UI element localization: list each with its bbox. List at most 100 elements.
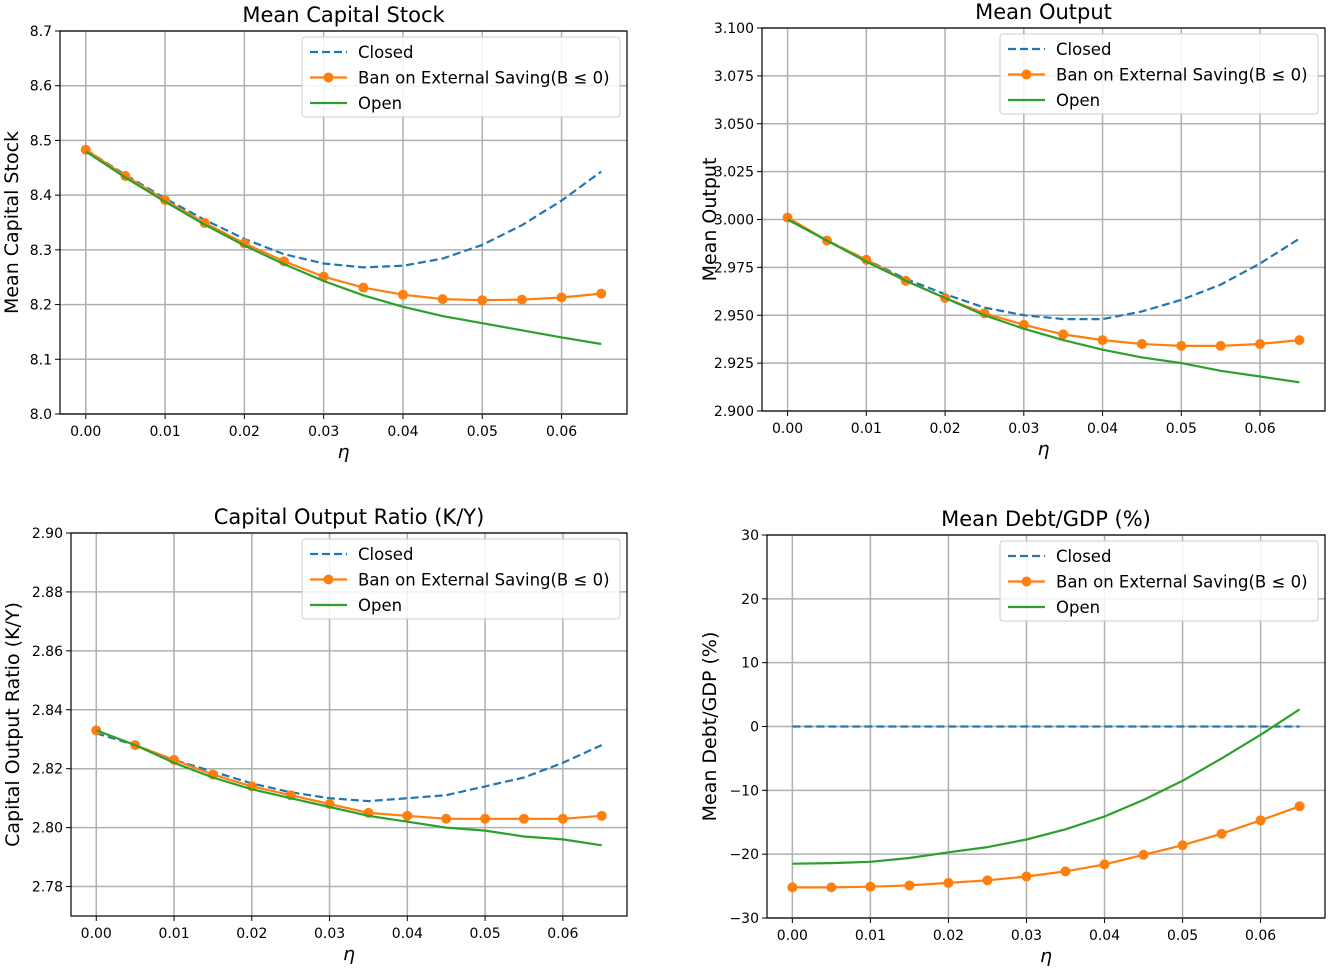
data-point	[557, 813, 568, 824]
x-tick-label: 0.00	[81, 926, 112, 942]
legend-label: Closed	[1056, 40, 1111, 59]
y-tick-label: 2.80	[32, 821, 63, 837]
y-tick-label: 8.3	[30, 243, 52, 259]
legend-label: Ban on External Saving(B ≤ 0)	[1056, 573, 1308, 592]
data-point	[397, 289, 408, 300]
data-point	[91, 725, 102, 736]
y-tick-label: 8.1	[30, 352, 52, 368]
legend-box	[999, 540, 1319, 622]
data-point	[1058, 329, 1069, 340]
legend-label: Ban on External Saving(B ≤ 0)	[358, 571, 610, 590]
chart-title: Capital Output Ratio (K/Y)	[214, 505, 485, 529]
data-point	[477, 295, 488, 306]
legend-label: Ban on External Saving(B ≤ 0)	[1056, 66, 1308, 85]
legend-label: Ban on External Saving(B ≤ 0)	[358, 69, 610, 88]
x-tick-label: 0.03	[1008, 421, 1039, 437]
plot-frame	[70, 532, 628, 917]
x-tick-label: 0.03	[1011, 928, 1042, 944]
x-tick-label: 0.03	[308, 424, 339, 440]
legend-label: Open	[358, 94, 402, 113]
y-tick-label: 2.86	[32, 644, 63, 660]
plot-frame	[59, 30, 628, 415]
x-axis-label: η	[1040, 945, 1052, 967]
legend-label: Closed	[1056, 547, 1111, 566]
data-point	[982, 875, 993, 886]
data-point	[596, 810, 607, 821]
x-tick-label: 0.00	[777, 928, 808, 944]
data-point	[1097, 335, 1108, 346]
x-tick-label: 0.03	[314, 926, 345, 942]
chart-mean-output: 0.00 0.01 0.02 0.03 0.04 0.05 0.06 2.900 2.925 2.…	[699, 0, 1326, 460]
data-point	[1255, 815, 1266, 826]
x-tick-label: 0.06	[1245, 928, 1276, 944]
legend-label: Open	[1056, 598, 1100, 617]
y-tick-label: 3.075	[714, 69, 754, 85]
data-point	[480, 813, 491, 824]
y-tick-label: 2.975	[714, 260, 754, 276]
legend: Closed Ban on External Saving(B ≤ 0) Open	[999, 33, 1319, 115]
series-line-open	[792, 708, 1301, 865]
chart-title: Mean Output	[975, 0, 1112, 24]
x-tick-label: 0.05	[1167, 928, 1198, 944]
y-tick-label: 2.900	[714, 404, 754, 420]
y-tick-label: 8.5	[30, 133, 52, 149]
chart-title: Mean Debt/GDP (%)	[941, 507, 1151, 531]
y-axis-label: Mean Capital Stock	[1, 131, 23, 314]
y-tick-label: 3.025	[714, 165, 754, 181]
data-point	[516, 294, 527, 305]
y-tick-label: 2.90	[32, 526, 63, 542]
series-line-open	[95, 729, 602, 847]
x-tick-label: 0.01	[149, 424, 180, 440]
y-tick-label: 20	[741, 592, 759, 608]
y-tick-label: 0	[750, 720, 759, 736]
data-point	[865, 881, 876, 892]
legend-marker	[323, 574, 334, 585]
legend-label: Open	[358, 596, 402, 615]
data-point	[358, 282, 369, 293]
x-tick-label: 0.01	[855, 928, 886, 944]
chart-mean-debt-gdp: 0.00 0.01 0.02 0.03 0.04 0.05 0.06 −30 −20 −10 0 10…	[699, 507, 1326, 967]
series-line-ban-on-external-saving	[85, 148, 602, 302]
data-point	[1177, 840, 1188, 851]
y-tick-label: 2.925	[714, 356, 754, 372]
data-point	[1060, 866, 1071, 877]
y-tick-label: 2.950	[714, 308, 754, 324]
x-tick-label: 0.00	[70, 424, 101, 440]
series-line-closed	[95, 732, 603, 803]
series-line-open	[787, 218, 1300, 384]
legend: Closed Ban on External Saving(B ≤ 0) Open	[301, 36, 621, 118]
plot-frame	[761, 27, 1326, 412]
series-line-ban-on-external-saving	[787, 216, 1300, 347]
x-tick-label: 0.02	[933, 928, 964, 944]
data-point	[441, 813, 452, 824]
data-point	[437, 294, 448, 305]
x-tick-label: 0.04	[1087, 421, 1118, 437]
chart-capital-output-ratio: 0.00 0.01 0.02 0.03 0.04 0.05 0.06 2.78 2.80 2.82…	[2, 505, 628, 965]
y-tick-label: 8.4	[30, 188, 52, 204]
y-tick-label: 8.7	[30, 24, 52, 40]
data-point	[1099, 859, 1110, 870]
x-tick-label: 0.05	[467, 424, 498, 440]
series-line-ban-on-external-saving	[95, 729, 602, 820]
y-tick-label: 3.050	[714, 117, 754, 133]
y-tick-label: −20	[729, 847, 759, 863]
x-tick-label: 0.02	[929, 421, 960, 437]
y-tick-label: 30	[741, 528, 759, 544]
legend-box	[999, 33, 1319, 115]
x-axis-label: η	[1037, 438, 1049, 460]
data-point	[826, 882, 837, 893]
x-tick-label: 0.01	[158, 926, 189, 942]
legend: Closed Ban on External Saving(B ≤ 0) Open	[301, 538, 621, 620]
legend: Closed Ban on External Saving(B ≤ 0) Open	[999, 540, 1319, 622]
y-tick-label: −30	[729, 911, 759, 927]
data-point	[943, 877, 954, 888]
y-tick-label: −10	[729, 783, 759, 799]
y-tick-label: 8.2	[30, 298, 52, 314]
data-point	[787, 882, 798, 893]
y-axis-label: Mean Output	[699, 158, 721, 282]
data-point	[1021, 871, 1032, 882]
x-tick-label: 0.04	[392, 926, 423, 942]
x-tick-label: 0.06	[547, 926, 578, 942]
y-tick-label: 2.84	[32, 703, 63, 719]
